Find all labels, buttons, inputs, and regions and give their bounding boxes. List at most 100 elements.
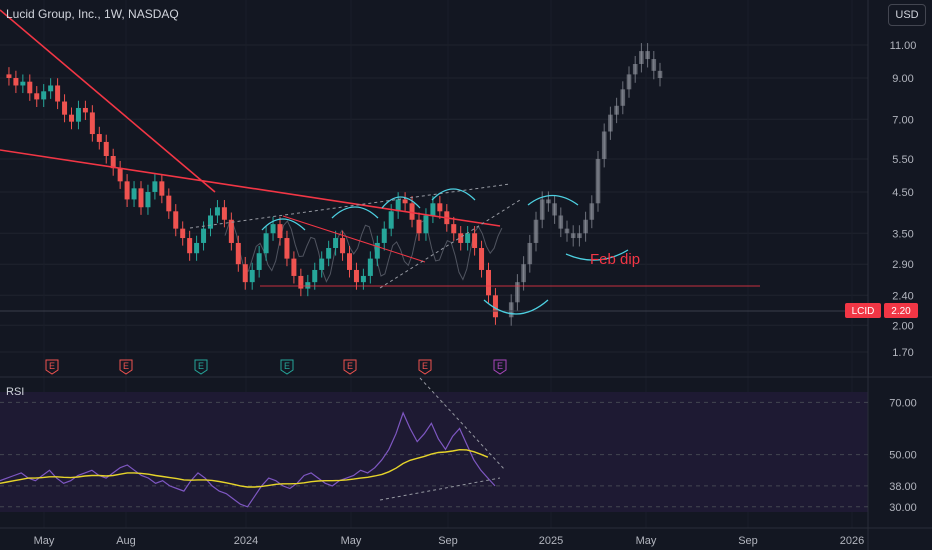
candle-body (221, 207, 227, 220)
currency-button[interactable]: USD (888, 4, 926, 26)
price-tag-value-box (884, 303, 918, 318)
candle-body (298, 275, 304, 289)
candle-body (479, 248, 485, 270)
candle-body (89, 112, 95, 135)
ghost-candle-body (595, 158, 601, 204)
y-tick-label: 2.00 (892, 320, 913, 332)
earnings-marker[interactable]: E (284, 361, 290, 371)
x-tick-label: 2024 (234, 535, 258, 547)
ghost-candle-body (508, 302, 514, 318)
candle-body (347, 253, 352, 270)
candle-body (124, 181, 130, 200)
ghost-candle-body (583, 219, 588, 234)
y-tick-label: 4.50 (892, 187, 913, 199)
ghost-candle-body (601, 131, 607, 159)
candle-body (235, 242, 241, 265)
ghost-candle-body (552, 203, 557, 216)
ghost-candle-body (577, 233, 582, 239)
candle-body (423, 215, 429, 234)
earnings-marker-box (194, 359, 208, 375)
candle-body (131, 188, 137, 200)
price-axis: 11.00 9.00 7.00 5.50 4.50 3.50 2.90 2.40 2.00 1.7… (890, 40, 917, 359)
pattern-arc (331, 206, 379, 219)
candle-body (152, 181, 158, 192)
rsi-pane: 70.00 50.00 38.00 30.00 (0, 377, 917, 514)
ghost-line (224, 219, 503, 283)
ghost-candle-body (570, 233, 576, 239)
rsi-ma-line (0, 448, 489, 488)
x-tick-label: Sep (438, 535, 458, 547)
candle-body (138, 188, 144, 208)
candle-body (472, 233, 478, 249)
earnings-marker[interactable]: E (198, 361, 204, 371)
ghost-candle-body (614, 105, 619, 115)
y-tick-label: 7.00 (892, 114, 913, 126)
candle-body (173, 211, 179, 229)
candle-body (41, 91, 47, 100)
candle-body (291, 258, 297, 276)
candle-body (110, 155, 116, 169)
ghost-candle-body (533, 219, 539, 243)
ghost-candles (224, 43, 663, 326)
chart-title: Lucid Group, Inc., 1W, NASDAQ (6, 7, 179, 21)
candle-body (13, 77, 19, 86)
earnings-marker[interactable]: E (497, 361, 503, 371)
rsi-tick-label: 50.00 (889, 450, 917, 462)
candle-body (284, 238, 290, 259)
ghost-candle-body (521, 264, 526, 283)
y-tick-label: 2.90 (892, 259, 913, 271)
earnings-marker[interactable]: E (49, 361, 55, 371)
candle-body (263, 233, 269, 254)
downtrend-line-steep (0, 9, 216, 193)
earnings-marker[interactable]: E (347, 361, 353, 371)
ghost-candle-body (564, 228, 570, 234)
pattern-arc (565, 249, 629, 261)
y-tick-label: 1.70 (892, 347, 913, 359)
candle-body (201, 228, 207, 243)
candle-body (6, 74, 12, 78)
candle-body (214, 207, 220, 216)
ghost-candle-body (657, 70, 663, 78)
earnings-marker-box (280, 359, 294, 375)
earnings-marker[interactable]: E (422, 361, 428, 371)
earnings-marker-box (493, 359, 507, 375)
candle-body (409, 203, 415, 220)
y-tick-label: 11.00 (890, 40, 917, 52)
y-tick-label: 2.40 (892, 290, 913, 302)
rsi-line (0, 411, 496, 508)
candle-body (145, 191, 151, 208)
rsi-dashed-up (379, 477, 501, 501)
price-tag: LCID 2.20 (845, 303, 918, 318)
candle-body (402, 199, 408, 204)
x-tick-label: May (341, 535, 362, 547)
earnings-marker-box (119, 359, 133, 375)
candle-body (249, 269, 255, 283)
ghost-candle-body (651, 59, 657, 71)
x-tick-label: May (636, 535, 657, 547)
rsi-tick-label: 70.00 (889, 397, 917, 409)
trendlines (0, 9, 868, 312)
candle-body (117, 168, 123, 182)
candle-body (159, 181, 165, 196)
candle-body (256, 253, 262, 270)
x-tick-label: 2025 (539, 535, 563, 547)
earnings-marker[interactable]: E (123, 361, 129, 371)
ghost-candle-body (632, 63, 638, 75)
ghost-candle-body (626, 74, 632, 90)
earnings-marker-box (418, 359, 432, 375)
candle-body (458, 233, 464, 243)
candle-body (492, 295, 498, 318)
rsi-tick-label: 38.00 (889, 481, 917, 493)
candle-body (208, 215, 213, 229)
pattern-arc (527, 194, 579, 206)
rsi-band (0, 392, 868, 512)
candle-body (187, 238, 193, 254)
ghost-candle-body (527, 242, 533, 265)
ghost-candle-body (639, 51, 644, 64)
ghost-candle-body (539, 199, 545, 220)
candle-body (319, 258, 325, 270)
y-tick-label: 3.50 (892, 228, 913, 240)
